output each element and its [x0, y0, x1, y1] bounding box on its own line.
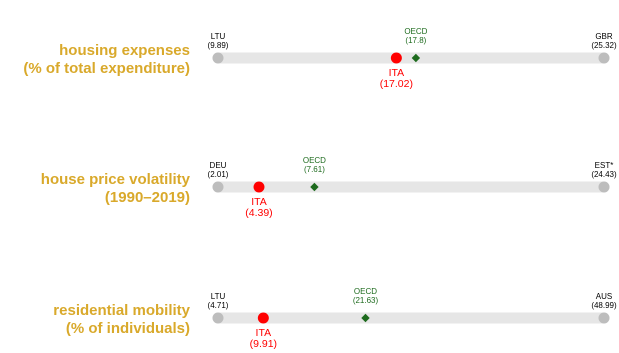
ita-marker: [390, 52, 402, 64]
oecd-label: OECD: [303, 156, 326, 165]
min-value-label: (2.01): [208, 170, 229, 179]
max-endpoint-dot: [598, 52, 610, 64]
max-country-label: EST*: [595, 161, 614, 170]
max-value-label: (25.32): [591, 41, 617, 50]
ita-label: ITA: [256, 327, 272, 339]
min-country-label: LTU: [211, 292, 226, 301]
min-country-label: DEU: [210, 161, 227, 170]
ita-label: ITA: [251, 196, 267, 208]
ita-marker: [257, 312, 269, 324]
min-endpoint-dot: [212, 312, 224, 324]
min-country-label: LTU: [211, 32, 226, 41]
max-country-label: AUS: [596, 292, 612, 301]
max-endpoint-dot: [598, 312, 610, 324]
ita-marker: [253, 181, 265, 193]
indicator-label-line-2: (1990–2019): [105, 189, 190, 206]
oecd-label: OECD: [404, 27, 427, 36]
indicator-label-line-1: house price volatility: [41, 171, 191, 188]
indicator-label-line-1: housing expenses: [59, 42, 190, 59]
min-value-label: (4.71): [208, 301, 229, 310]
oecd-marker: [310, 182, 319, 192]
oecd-marker: [411, 53, 421, 63]
oecd-label: OECD: [354, 287, 377, 296]
ita-value-label: (9.91): [250, 338, 277, 350]
oecd-value-label: (21.63): [353, 296, 379, 305]
max-endpoint-dot: [598, 181, 610, 193]
ita-value-label: (17.02): [380, 78, 413, 90]
oecd-marker: [361, 313, 370, 323]
ita-label: ITA: [389, 67, 405, 79]
oecd-value-label: (17.8): [405, 36, 426, 45]
max-value-label: (48.99): [591, 301, 617, 310]
ita-value-label: (4.39): [245, 207, 272, 219]
max-value-label: (24.43): [591, 170, 617, 179]
max-country-label: GBR: [595, 32, 613, 41]
oecd-value-label: (7.61): [304, 165, 325, 174]
min-endpoint-dot: [212, 181, 224, 193]
indicator-label-line-1: residential mobility: [53, 302, 190, 319]
indicator-label-line-2: (% of total expenditure): [23, 60, 190, 77]
min-value-label: (9.89): [208, 41, 229, 50]
min-endpoint-dot: [212, 52, 224, 64]
indicator-label-line-2: (% of individuals): [66, 320, 190, 337]
